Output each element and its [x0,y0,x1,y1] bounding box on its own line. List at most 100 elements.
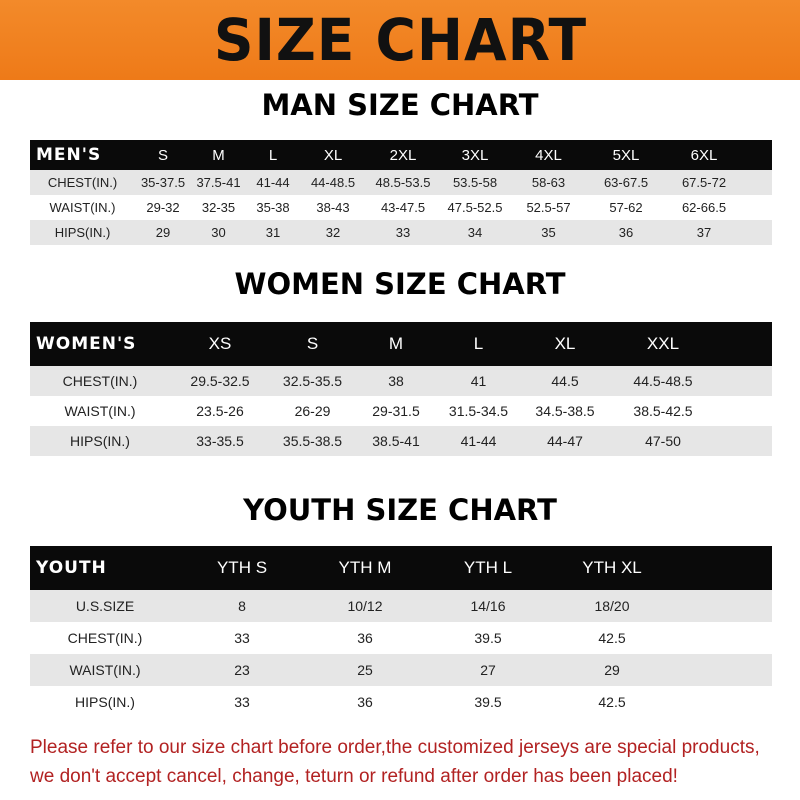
note-line-1: Please refer to our size chart before or… [30,737,760,758]
cell: 37 [696,225,712,240]
cell: 37.5-41 [196,175,241,190]
cell: 41-44 [256,175,290,190]
cell: L [268,146,278,164]
cell: 27 [480,662,496,678]
cell: 36 [357,694,373,710]
row-label: HIPS(IN.) [75,694,135,710]
cell: S [306,334,319,353]
table-row: WAIST(IN.) 23.5-26 26-29 29-31.5 31.5-34.5 34… [30,396,772,426]
cell: 32 [325,225,341,240]
table-row: CHEST(IN.) 35-37.5 37.5-41 41-44 44-48.5 48.5… [30,170,772,195]
cell: 57-62 [609,200,643,215]
cell: YTH XL [582,558,642,577]
cell: 23 [234,662,250,678]
cell: 42.5 [598,694,626,710]
cell: 62-66.5 [681,200,727,215]
cell: 18/20 [594,598,630,614]
cell: 41-44 [460,433,497,449]
cell: 5XL [612,146,640,164]
banner-title: SIZE CHART [213,6,587,74]
cell: 32-35 [201,200,236,215]
cell: 25 [357,662,373,678]
cell: XL [554,334,576,353]
row-label: U.S.SIZE [75,598,135,614]
cell: 29-31.5 [372,403,420,419]
cell: YTH M [338,558,392,577]
cell: 47-50 [645,433,681,449]
cell: 3XL [461,146,489,164]
row-label: CHEST(IN.) [47,175,118,190]
cell: 38-43 [316,200,350,215]
cell: 38 [388,373,404,389]
men-title: MAN SIZE CHART [261,88,539,122]
cell: 33 [395,225,411,240]
cell: 35.5-38.5 [282,433,343,449]
table-row: U.S.SIZE 8 10/12 14/16 18/20 [30,590,772,622]
table-row: WAIST(IN.) 29-32 32-35 35-38 38-43 43-47.5 47.… [30,195,772,220]
row-label: CHEST(IN.) [67,630,143,646]
cell: 33 [234,694,250,710]
row-label: WOMEN'S [36,334,137,354]
cell: 4XL [535,146,562,164]
cell: 41 [470,373,487,389]
cell: 23.5-26 [196,403,244,419]
row-label: HIPS(IN.) [70,433,130,449]
cell: 32.5-35.5 [282,373,343,389]
table-row: HIPS(IN.) 33-35.5 35.5-38.5 38.5-41 41-44 44-… [30,426,772,456]
table-row: WAIST(IN.) 23 25 27 29 [30,654,772,686]
table-row: CHEST(IN.) 29.5-32.5 32.5-35.5 38 41 44.5 44.5… [30,366,772,396]
cell: 67.5-72 [681,175,727,190]
row-label: YOUTH [36,558,107,578]
cell: 44-48.5 [310,175,356,190]
cell: 35 [541,225,556,240]
cell: 38.5-41 [372,433,420,449]
youth-title: YOUTH SIZE CHART [243,493,557,527]
cell: 31.5-34.5 [448,403,509,419]
row-label: WAIST(IN.) [64,403,136,419]
row-label: WAIST(IN.) [49,200,116,215]
cell: 34 [467,225,483,240]
cell: 44.5 [551,373,579,389]
cell: YTH S [216,558,268,577]
cell: 8 [238,598,246,614]
cell: 43-47.5 [380,200,426,215]
cell: 14/16 [470,598,506,614]
banner: SIZE CHART [0,0,800,80]
cell: 48.5-53.5 [375,175,431,190]
cell: XS [208,334,232,353]
cell: S [157,146,168,164]
cell: 38.5-42.5 [633,403,693,419]
cell: 33-35.5 [196,433,244,449]
cell: 42.5 [598,630,626,646]
cell: 39.5 [474,630,502,646]
cell: 47.5-52.5 [447,200,503,215]
cell: 30 [211,225,226,240]
table-row: CHEST(IN.) 33 36 39.5 42.5 [30,622,772,654]
cell: 33 [234,630,250,646]
cell: 35-37.5 [140,175,186,190]
note-line-2: we don't accept cancel, change, teturn o… [30,766,678,787]
cell: XL [323,146,343,164]
row-label: WAIST(IN.) [69,662,141,678]
header-row: WOMEN'S XS S M L XL XXL [30,322,772,366]
cell: 26-29 [294,403,331,419]
row-label: CHEST(IN.) [62,373,138,389]
cell: 52.5-57 [526,200,571,215]
cell: 63-67.5 [603,175,649,190]
row-label: MEN'S [36,145,102,165]
cell: 36 [357,630,373,646]
cell: 39.5 [474,694,502,710]
cell: 29-32 [146,200,180,215]
cell: 44.5-48.5 [633,373,693,389]
cell: M [212,146,225,164]
men-table: MEN'S S M L XL 2XL 3XL 4XL 5XL 6XL CHEST(IN.) 35-37… [30,140,772,245]
cell: 10/12 [347,598,383,614]
cell: 35-38 [256,200,290,215]
header-row: MEN'S S M L XL 2XL 3XL 4XL 5XL 6XL [30,140,772,170]
disclaimer-note: Please refer to our size chart before or… [30,733,790,791]
cell: 58-63 [531,175,566,190]
cell: M [388,334,404,353]
women-table: WOMEN'S XS S M L XL XXL CHEST(IN.) 29.5-32.5 32.5… [30,322,772,456]
cell: XXL [646,334,680,353]
row-label: HIPS(IN.) [54,225,111,240]
